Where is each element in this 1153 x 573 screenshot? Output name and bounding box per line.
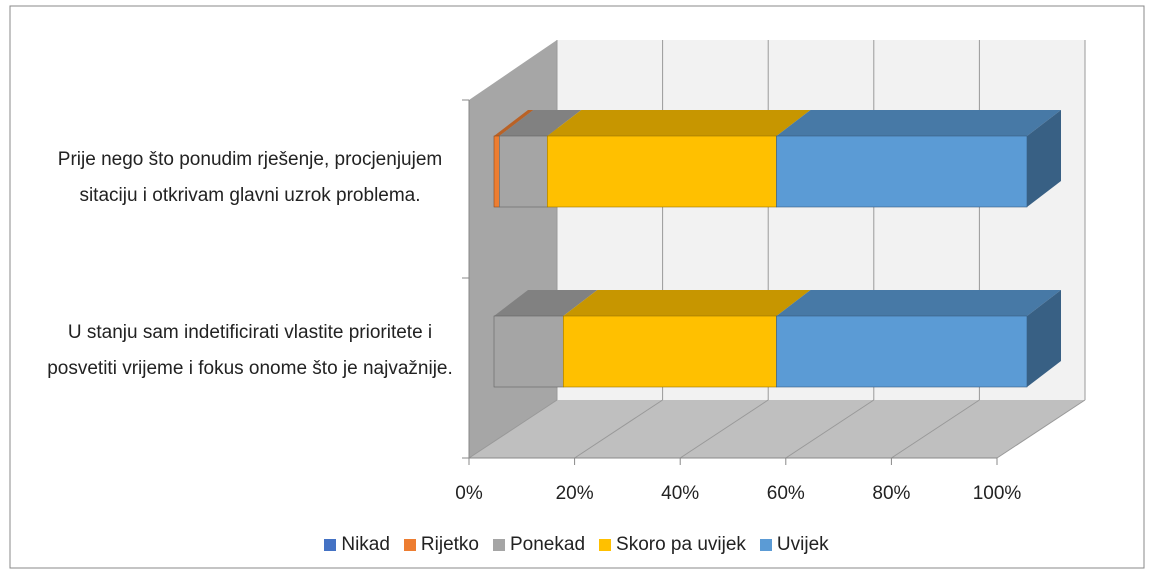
legend-label: Rijetko [420,534,479,555]
bar-side [1027,290,1061,387]
x-tick-label: 100% [973,483,1022,504]
legend-item: Nikad [324,534,390,556]
bar [493,315,564,388]
x-tick-label: 20% [556,483,594,504]
bar [546,135,777,208]
legend-swatch [599,539,612,551]
legend-swatch [493,539,505,551]
legend-item: Skoro pa uvijek [599,534,746,556]
legend-item: Ponekad [493,534,585,556]
grid-line [996,399,1086,459]
side-wall [469,40,557,458]
x-tick-label: 40% [661,483,699,504]
legend-item: Rijetko [403,534,479,556]
bar-top [494,290,598,316]
legend-item: Uvijek [759,534,829,556]
grid-line [785,399,875,459]
legend-swatch [324,539,337,551]
x-tick-label: 80% [872,483,910,504]
bar-top [776,290,1061,316]
grid-line [574,399,663,459]
bar-top [563,290,811,316]
bar [493,135,500,208]
legend-label: Ponekad [510,534,586,555]
legend-label: Uvijek [776,534,829,555]
bar-top [776,110,1061,136]
chart-border [9,5,1145,569]
bar-top [494,110,534,136]
category-label: U stanju sam indetificirati vlastite pri… [47,322,453,379]
x-tick-label: 0% [455,483,483,504]
legend-label: Skoro pa uvijek [616,534,746,555]
bar-top [499,110,582,136]
grid-line [891,399,980,459]
grid-line [468,399,558,459]
legend-swatch [403,539,416,551]
floor [469,400,1085,458]
bar [499,135,548,208]
category-label: Prije nego što ponudim rješenje, procjen… [57,149,443,206]
bar [776,135,1028,208]
bar-side [1027,110,1061,207]
legend-label: Nikad [341,534,390,555]
x-tick-label: 60% [767,483,805,504]
grid-line [679,399,769,459]
bar [562,315,777,388]
legend-swatch [759,539,772,551]
legend: Nikad Rijetko Ponekad Skoro pa uvijek Uvijek [0,534,1153,556]
bar [776,315,1028,388]
bar-top [547,110,811,136]
